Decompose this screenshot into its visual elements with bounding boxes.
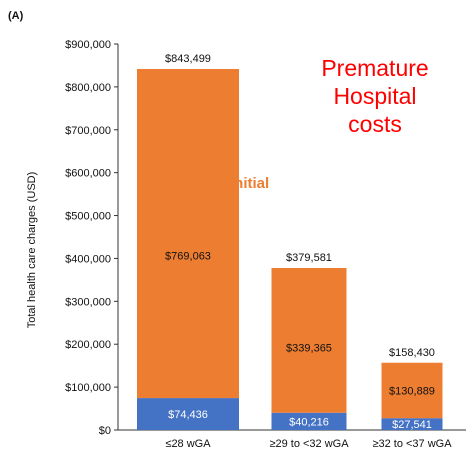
bar-segment-blue-label: $27,541 <box>392 419 432 431</box>
y-tick-label: $200,000 <box>65 339 111 351</box>
bar-total-label: $379,581 <box>286 252 332 264</box>
bar-segment-blue <box>137 398 239 430</box>
y-tick-label: $900,000 <box>65 39 111 51</box>
bar-total-label: $158,430 <box>389 347 435 359</box>
bar-segment-orange-label: $769,063 <box>165 251 211 263</box>
bar-segment-orange <box>137 68 239 399</box>
y-tick-label: $500,000 <box>65 211 111 223</box>
chart-panel-label: (A) <box>8 10 24 22</box>
bar-total-label: $843,499 <box>165 53 211 65</box>
y-tick-label: $700,000 <box>65 125 111 137</box>
y-tick-label: $400,000 <box>65 253 111 265</box>
y-tick-label: $800,000 <box>65 82 111 94</box>
chart-annotation: initial <box>230 175 269 192</box>
y-tick-label: $600,000 <box>65 168 111 180</box>
chart-title-line: Hospital <box>333 83 416 109</box>
plot-area: $0 $100,000 $200,000 $300,000 $400,000 $500,0… <box>26 39 466 450</box>
bar-segment-orange <box>381 362 443 419</box>
y-tick-label: $0 <box>99 425 111 437</box>
y-tick-label: $300,000 <box>65 296 111 308</box>
chart-title-line: Premature <box>321 55 428 81</box>
bar-segment-blue-label: $74,436 <box>168 409 208 421</box>
x-category-label: ≥29 to <32 wGA <box>269 438 349 450</box>
y-tick-label: $100,000 <box>65 382 111 394</box>
bar-segment-orange <box>271 267 347 413</box>
bar-segment-blue <box>381 418 443 430</box>
bar-segment-blue-label: $40,216 <box>289 416 329 428</box>
bar-segment-blue <box>271 412 347 430</box>
x-category-label: ≤28 wGA <box>165 438 211 450</box>
bar-segment-orange-label: $339,365 <box>286 343 332 355</box>
bar-segment-orange-label: $130,889 <box>389 386 435 398</box>
x-category-label: ≥32 to <37 wGA <box>372 438 452 450</box>
chart-title-line: costs <box>348 111 402 137</box>
y-axis-label: Total health care charges (USD) <box>26 172 38 329</box>
